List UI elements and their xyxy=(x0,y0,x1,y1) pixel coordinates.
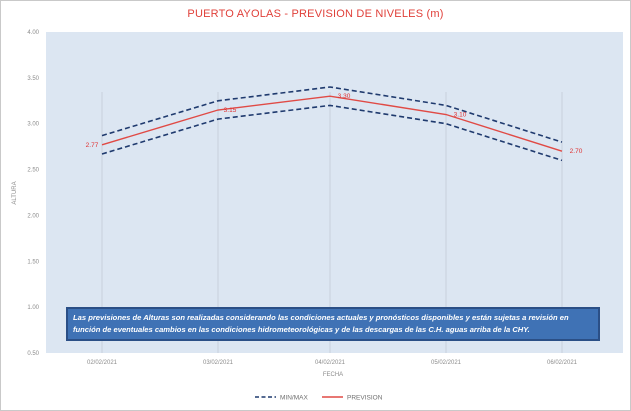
chart-title: PUERTO AYOLAS - PREVISION DE NIVELES (m) xyxy=(187,8,444,20)
y-tick-label: 2.00 xyxy=(27,213,39,219)
data-label: 3.10 xyxy=(454,112,467,119)
x-tick-labels: 02/02/2021 03/02/2021 04/02/2021 05/02/2021… xyxy=(87,360,578,366)
y-tick-label: 4.00 xyxy=(27,30,39,36)
x-tick-label: 02/02/2021 xyxy=(87,360,118,366)
y-tick-label: 1.50 xyxy=(27,259,39,265)
x-tick-label: 04/02/2021 xyxy=(315,360,346,366)
legend: MIN/MAX PREVISION xyxy=(255,395,383,402)
x-axis-title: FECHA xyxy=(323,372,343,378)
y-tick-labels: 0.50 1.00 1.50 2.00 2.50 3.00 3.50 4.00 xyxy=(27,30,39,357)
x-tick-label: 06/02/2021 xyxy=(547,360,578,366)
y-tick-label: 0.50 xyxy=(27,351,39,357)
x-tick-label: 03/02/2021 xyxy=(203,360,234,366)
disclaimer-note: Las previsiones de Alturas son realizada… xyxy=(66,307,600,341)
data-label: 3.15 xyxy=(224,107,237,114)
y-tick-label: 2.50 xyxy=(27,168,39,174)
legend-label-minmax: MIN/MAX xyxy=(280,395,308,402)
y-axis-title: ALTURA xyxy=(12,181,18,204)
y-tick-label: 3.00 xyxy=(27,122,39,128)
data-label: 2.77 xyxy=(86,142,99,149)
data-label: 3.30 xyxy=(338,93,351,100)
plot-area xyxy=(46,32,623,353)
legend-label-prevision: PREVISION xyxy=(347,395,383,402)
x-tick-label: 05/02/2021 xyxy=(431,360,462,366)
y-tick-label: 1.00 xyxy=(27,305,39,311)
series-lines xyxy=(101,86,563,162)
data-label: 2.70 xyxy=(570,148,583,155)
data-labels: 2.77 3.15 3.30 3.10 2.70 xyxy=(86,93,583,155)
y-tick-label: 3.50 xyxy=(27,76,39,82)
